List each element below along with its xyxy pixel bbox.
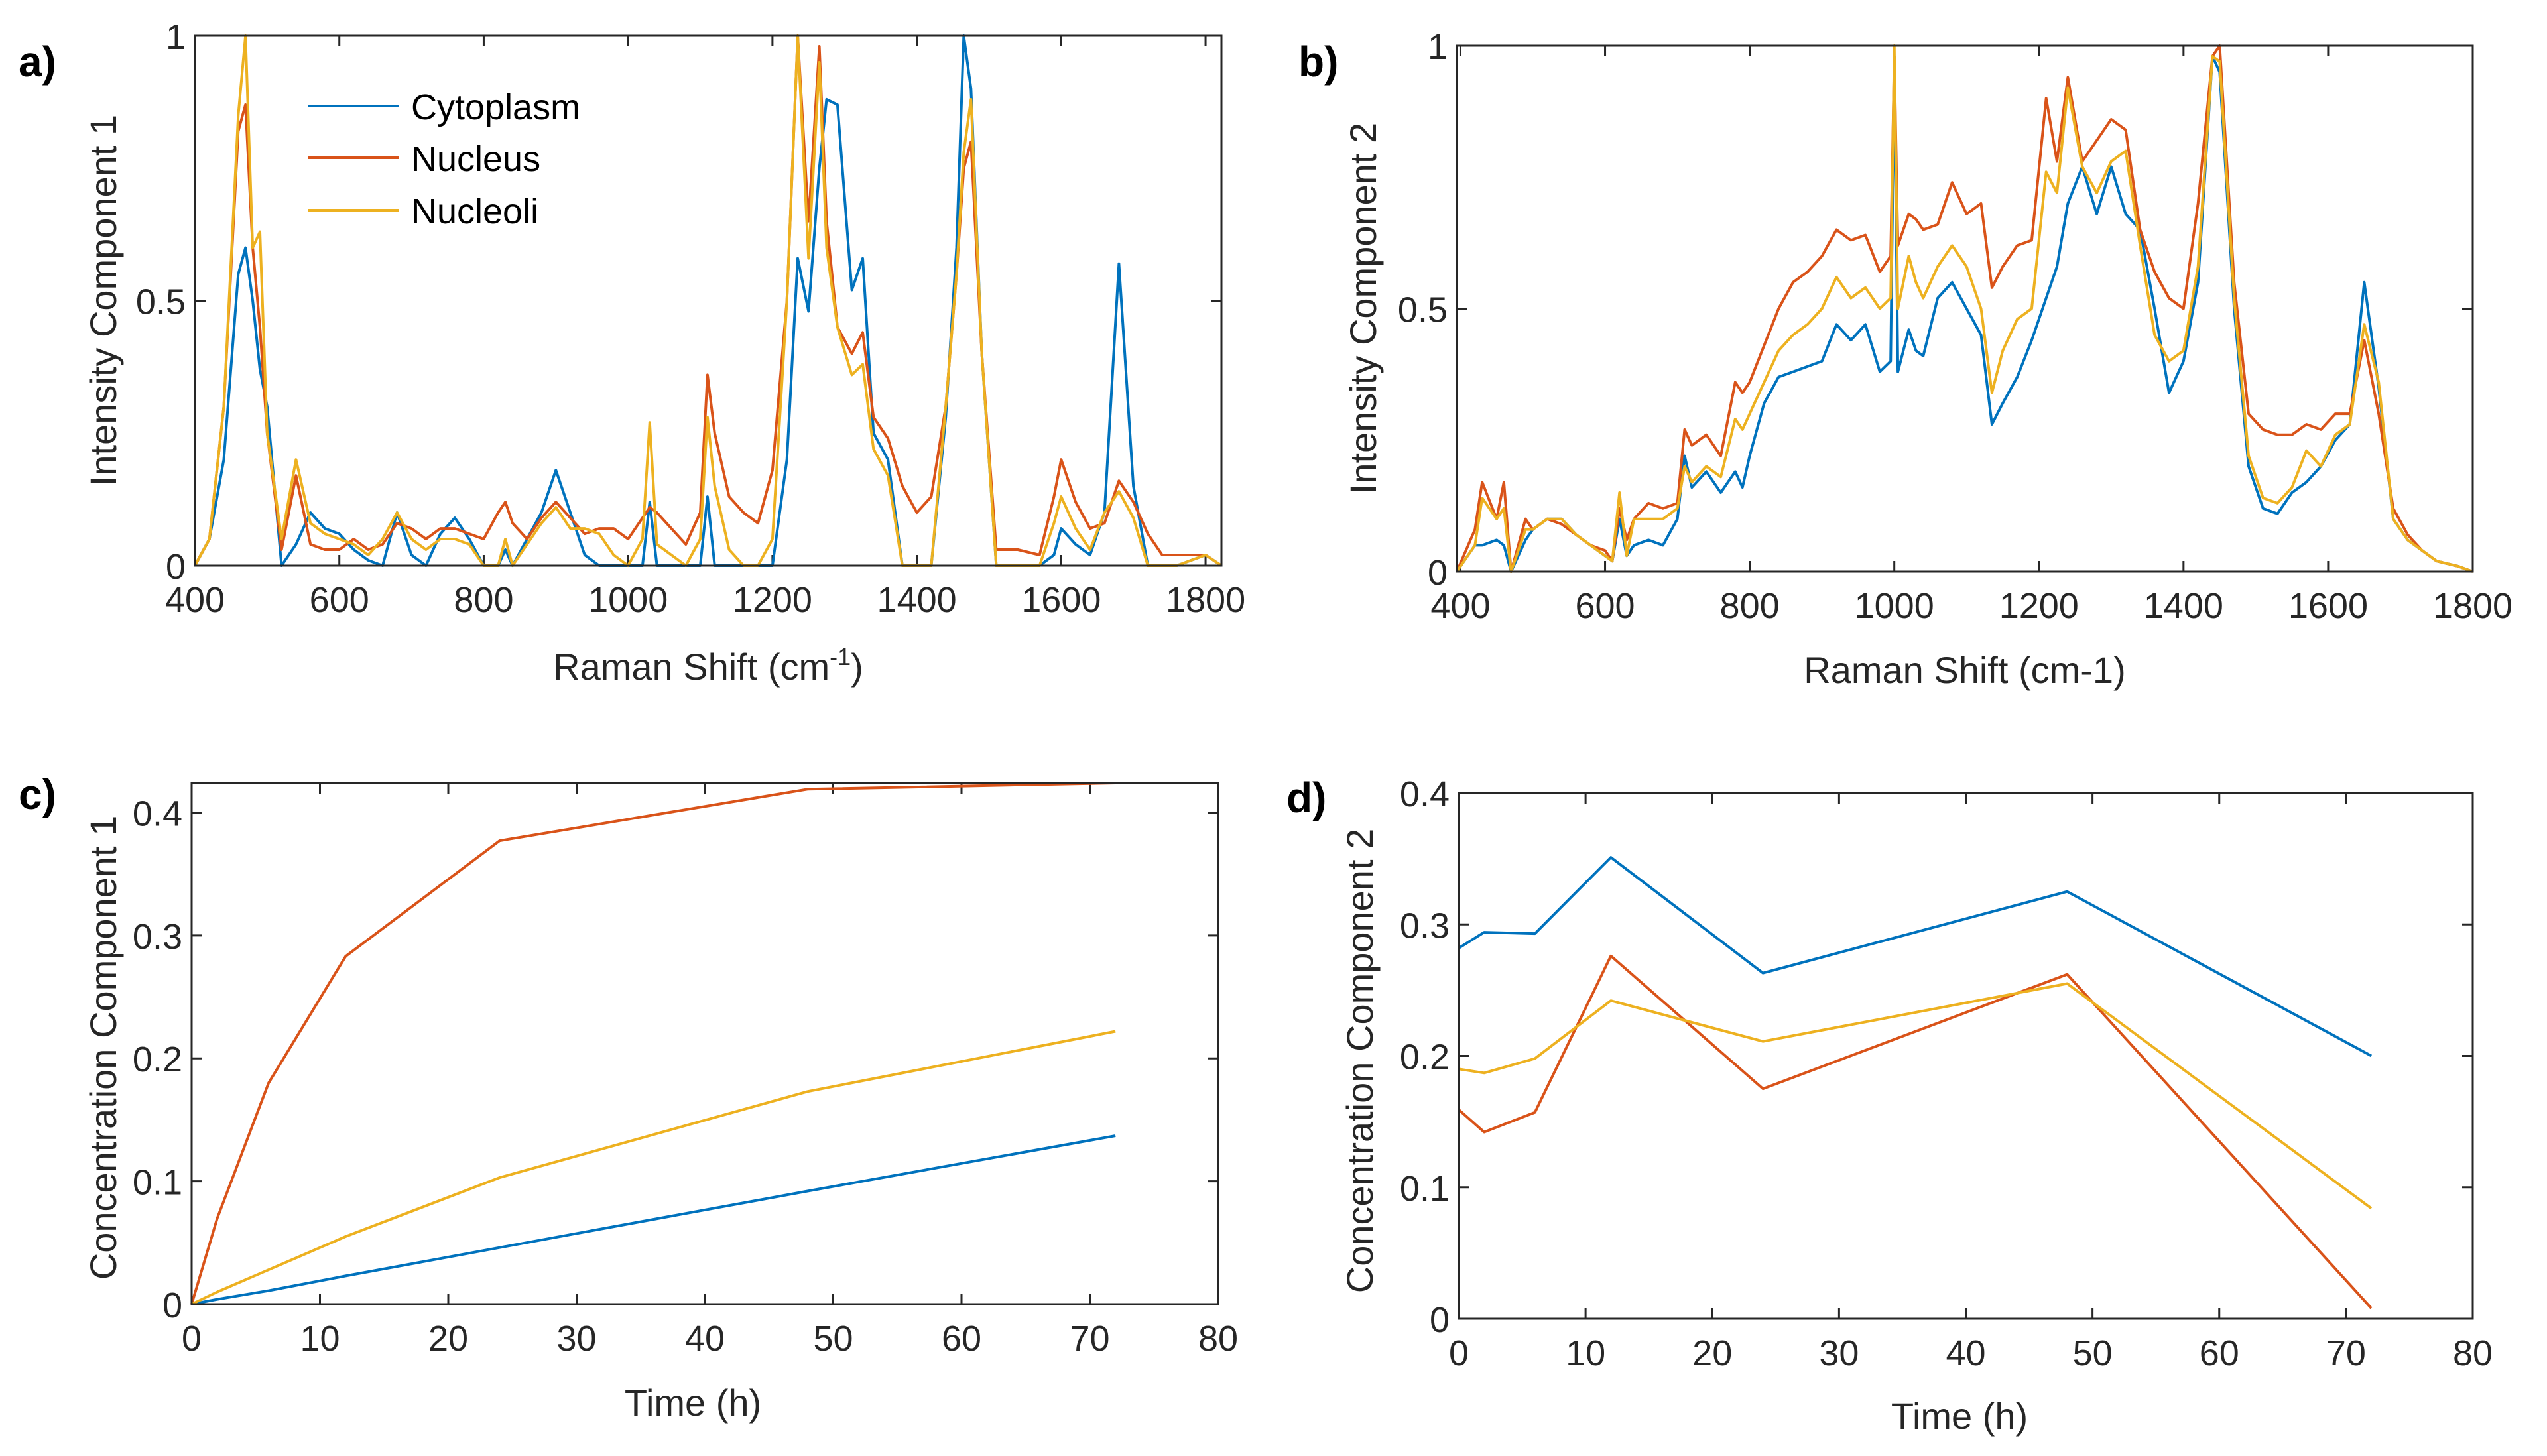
- y-tick-label: 0.5: [1398, 290, 1448, 330]
- x-tick-label: 0: [1449, 1333, 1469, 1373]
- x-tick-label: 60: [2200, 1333, 2239, 1373]
- series-line-nucleus: [194, 34, 1223, 567]
- legend-label-nucleus: Nucleus: [411, 139, 540, 179]
- x-tick-label: 20: [428, 1319, 468, 1359]
- x-tick-label: 600: [1575, 586, 1635, 626]
- x-tick-label: 50: [813, 1319, 853, 1359]
- y-axis-label: Intensity Component 2: [1342, 123, 1384, 494]
- y-tick-label: 1: [1428, 27, 1448, 67]
- series-line-nucleus: [1456, 44, 2473, 573]
- x-tick-label: 10: [300, 1319, 340, 1359]
- x-tick-label: 800: [454, 580, 513, 620]
- x-tick-label: 40: [1946, 1333, 1985, 1373]
- series-line-nucleoli: [1458, 982, 2373, 1210]
- series-line-cytoplasm: [1458, 856, 2373, 1058]
- x-tick-label: 80: [2453, 1333, 2493, 1373]
- x-tick-label: 80: [1198, 1319, 1238, 1359]
- series-line-nucleus: [1458, 954, 2373, 1309]
- y-tick-label: 0.1: [1400, 1169, 1450, 1209]
- x-tick-label: 20: [1692, 1333, 1732, 1373]
- legend-label-cytoplasm: Cytoplasm: [411, 88, 580, 127]
- x-tick-label: 60: [942, 1319, 981, 1359]
- x-axis-label: Time (h): [625, 1382, 761, 1424]
- panel-c: c) Time (h) Concentration Component 1 0 1…: [19, 770, 1238, 1424]
- x-tick-label: 1200: [1999, 586, 2079, 626]
- x-tick-label: 70: [1070, 1319, 1109, 1359]
- panel-d: d) Time (h) Concentration Component 2 0 1…: [1286, 774, 2493, 1437]
- x-tick-label: 1400: [877, 580, 957, 620]
- x-tick-label: 600: [310, 580, 369, 620]
- panel-label: d): [1286, 774, 1326, 821]
- x-tick-label: 50: [2073, 1333, 2113, 1373]
- y-tick-label: 0: [1430, 1300, 1450, 1340]
- panel-label: c): [19, 770, 56, 818]
- x-tick-label: 40: [685, 1319, 725, 1359]
- y-tick-label: 1: [166, 17, 186, 57]
- y-tick-label: 0.5: [136, 282, 186, 322]
- x-tick-label: 400: [165, 580, 225, 620]
- x-tick-label: 30: [1819, 1333, 1859, 1373]
- x-tick-label: 1400: [2144, 586, 2223, 626]
- x-axis-label: Raman Shift (cm-1): [553, 643, 863, 688]
- plot-area-box: [190, 782, 1219, 1305]
- y-tick-label: 0: [162, 1286, 182, 1325]
- series-line-nucleus: [190, 782, 1116, 1305]
- series-line-nucleoli: [191, 1030, 1116, 1305]
- legend-label-nucleoli: Nucleoli: [411, 192, 538, 231]
- x-tick-label: 1000: [588, 580, 668, 620]
- panel-b: b) Raman Shift (cm-1) Intensity Componen…: [1298, 27, 2513, 691]
- y-tick-label: 0: [1428, 553, 1448, 593]
- series-line-cytoplasm: [194, 34, 1223, 567]
- x-tick-label: 1200: [733, 580, 812, 620]
- y-tick-label: 0.1: [133, 1163, 182, 1203]
- x-tick-label: 1600: [2288, 586, 2368, 626]
- x-tick-label: 1800: [2433, 586, 2513, 626]
- y-axis-label: Concentration Component 1: [82, 816, 124, 1280]
- y-tick-label: 0.4: [1400, 774, 1450, 814]
- x-tick-label: 1800: [1166, 580, 1245, 620]
- y-axis-label: Intensity Component 1: [82, 115, 124, 486]
- series-line-cytoplasm: [1456, 54, 2473, 573]
- x-tick-label: 10: [1566, 1333, 1605, 1373]
- y-tick-label: 0.2: [133, 1040, 182, 1079]
- plot-area-box: [194, 34, 1223, 567]
- legend: Cytoplasm Nucleus Nucleoli: [308, 88, 580, 231]
- plot-area-box: [1456, 44, 2474, 573]
- y-tick-label: 0.3: [1400, 906, 1450, 945]
- x-tick-label: 1000: [1855, 586, 1934, 626]
- series-line-nucleoli: [194, 34, 1223, 567]
- x-tick-label: 800: [1720, 586, 1780, 626]
- y-axis-label: Concentration Component 2: [1339, 829, 1381, 1293]
- x-axis-label: Raman Shift (cm-1): [1804, 649, 2125, 691]
- panel-label: a): [19, 38, 56, 86]
- x-axis-label: Time (h): [1891, 1395, 2028, 1437]
- x-tick-label: 1600: [1021, 580, 1101, 620]
- x-tick-label: 0: [182, 1319, 202, 1359]
- series-line-nucleoli: [1456, 44, 2473, 573]
- x-tick-label: 400: [1430, 586, 1490, 626]
- x-tick-label: 30: [556, 1319, 596, 1359]
- y-tick-label: 0.4: [133, 794, 182, 833]
- x-tick-label: 70: [2326, 1333, 2366, 1373]
- plot-area-box: [1458, 792, 2474, 1320]
- y-tick-label: 0.2: [1400, 1038, 1450, 1077]
- panel-a: a) Raman Shift (cm-1) Intensity Componen…: [19, 17, 1245, 688]
- y-tick-label: 0: [166, 547, 186, 587]
- series-line-cytoplasm: [191, 1134, 1116, 1305]
- panel-label: b): [1298, 38, 1338, 86]
- y-tick-label: 0.3: [133, 917, 182, 957]
